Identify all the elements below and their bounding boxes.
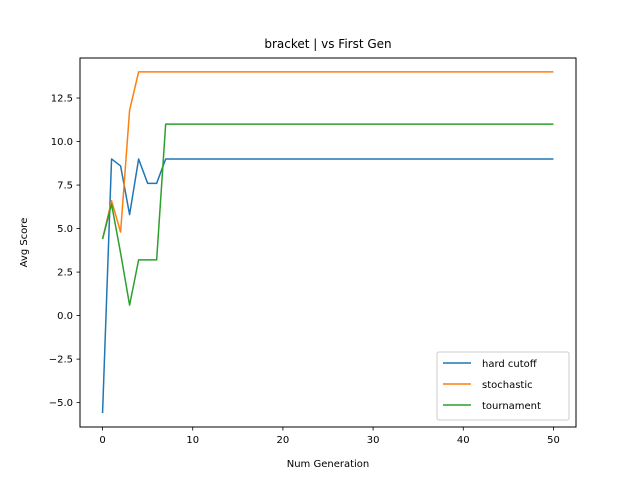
plot-frame	[79, 57, 577, 428]
x-tick-label: 40	[457, 435, 470, 446]
y-tick-label: 5.0	[57, 224, 73, 235]
legend-label-1: stochastic	[482, 380, 533, 391]
y-tick-label: 10.0	[51, 137, 73, 148]
y-tick-label: −5.0	[49, 398, 73, 409]
x-axis-label: Num Generation	[287, 459, 370, 470]
x-tick-label: 0	[99, 435, 105, 446]
legend: hard cutoff stochastic tournament	[436, 351, 570, 421]
x-tick-label: 50	[547, 435, 560, 446]
y-axis-ticks: −5.0 −2.5 0.0 2.5 5.0 7.5 10.0 12.5	[49, 94, 80, 409]
x-tick-label: 20	[277, 435, 290, 446]
y-tick-label: 0.0	[57, 311, 73, 322]
legend-box	[436, 351, 570, 421]
legend-label-2: tournament	[482, 401, 541, 412]
y-axis-label: Avg Score	[19, 218, 30, 268]
x-tick-label: 30	[367, 435, 380, 446]
x-axis-ticks: 0 10 20 30 40 50	[99, 427, 560, 446]
x-tick-label: 10	[186, 435, 199, 446]
legend-label-0: hard cutoff	[482, 359, 538, 370]
y-tick-label: 7.5	[57, 181, 73, 192]
y-tick-label: −2.5	[49, 355, 73, 366]
chart-title: bracket | vs First Gen	[264, 37, 391, 51]
y-tick-label: 2.5	[57, 268, 73, 279]
series-line-2	[101, 123, 554, 306]
plot-area	[101, 71, 554, 414]
y-tick-label: 12.5	[51, 94, 73, 105]
